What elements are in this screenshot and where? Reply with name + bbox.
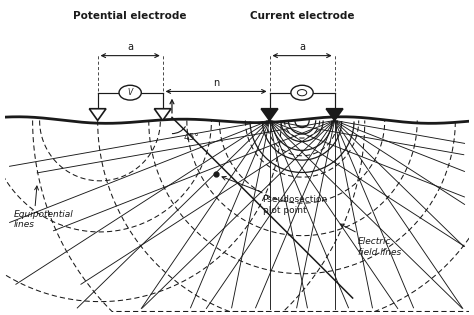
Text: Equipotential
lines: Equipotential lines xyxy=(14,209,74,229)
Text: n: n xyxy=(213,78,219,88)
Circle shape xyxy=(291,85,313,100)
Text: Pseudosection
plot point: Pseudosection plot point xyxy=(222,176,328,215)
Circle shape xyxy=(297,89,307,96)
Text: V: V xyxy=(128,88,133,97)
Polygon shape xyxy=(326,109,343,120)
Text: a: a xyxy=(127,42,133,52)
Polygon shape xyxy=(261,109,278,120)
Polygon shape xyxy=(89,109,106,120)
Text: Potential electrode: Potential electrode xyxy=(73,11,187,21)
Polygon shape xyxy=(155,109,171,120)
Text: a: a xyxy=(299,42,305,52)
Text: 45°: 45° xyxy=(183,133,200,142)
Text: Current electrode: Current electrode xyxy=(250,11,354,21)
Text: Electric
field lines: Electric field lines xyxy=(358,237,401,257)
Circle shape xyxy=(119,85,141,100)
